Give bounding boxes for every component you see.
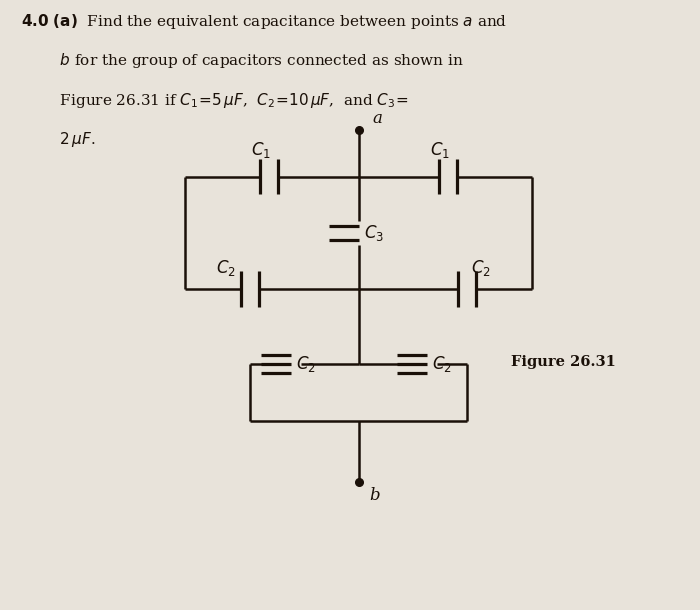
Text: b: b	[370, 487, 380, 503]
Text: $C_2$: $C_2$	[216, 257, 236, 278]
Text: $\mathbf{4.0}$ $\mathbf{(a)}$  Find the equivalent capacitance between points $a: $\mathbf{4.0}$ $\mathbf{(a)}$ Find the e…	[21, 12, 507, 31]
Text: $C_1$: $C_1$	[251, 140, 271, 160]
Text: Figure 26.31 if $C_1\!=\!5\,\mu F$,  $C_2\!=\!10\,\mu F$,  and $C_3\!=$: Figure 26.31 if $C_1\!=\!5\,\mu F$, $C_2…	[21, 91, 408, 110]
Text: a: a	[372, 110, 382, 127]
Text: $C_2$: $C_2$	[432, 354, 452, 375]
Text: $C_1$: $C_1$	[430, 140, 450, 160]
Text: $C_2$: $C_2$	[471, 257, 491, 278]
Text: $b$ for the group of capacitors connected as shown in: $b$ for the group of capacitors connecte…	[21, 51, 464, 70]
Text: $C_2$: $C_2$	[296, 354, 316, 375]
Text: $2\,\mu F$.: $2\,\mu F$.	[21, 130, 96, 149]
Text: $C_3$: $C_3$	[364, 223, 384, 243]
Text: Figure 26.31: Figure 26.31	[511, 355, 615, 369]
